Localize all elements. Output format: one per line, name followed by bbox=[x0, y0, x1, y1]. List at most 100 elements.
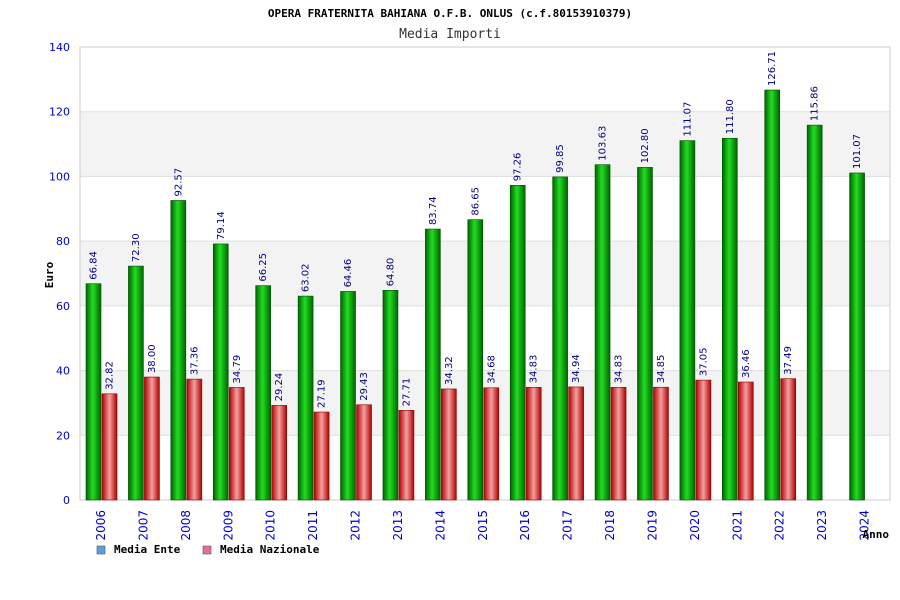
data-label: 34.32 bbox=[444, 356, 455, 385]
data-label: 34.94 bbox=[571, 354, 582, 383]
bar-media-nazionale bbox=[313, 411, 330, 501]
x-axis-title: Anno bbox=[863, 528, 890, 541]
bar-media-nazionale bbox=[568, 386, 584, 501]
bar-media-nazionale bbox=[441, 388, 457, 501]
x-tick-label: 2012 bbox=[349, 510, 363, 541]
chart-subtitle: Media Importi bbox=[399, 27, 501, 42]
bar-media-nazionale bbox=[653, 386, 669, 501]
legend-swatch-media-ente bbox=[96, 545, 106, 555]
bar-media-nazionale bbox=[144, 376, 160, 501]
y-tick-label: 80 bbox=[56, 235, 70, 248]
data-label: 102.80 bbox=[640, 128, 651, 163]
data-label: 27.71 bbox=[401, 378, 412, 407]
bar-media-nazionale bbox=[398, 410, 415, 501]
bar-media-ente bbox=[340, 291, 356, 501]
bar-media-ente bbox=[255, 285, 271, 501]
y-tick-label: 0 bbox=[63, 494, 70, 507]
data-label: 37.49 bbox=[783, 346, 794, 375]
y-tick-label: 20 bbox=[56, 429, 70, 442]
bar-media-ente bbox=[552, 176, 568, 501]
bar-media-nazionale bbox=[356, 404, 372, 501]
data-label: 64.80 bbox=[385, 258, 396, 287]
data-label: 66.84 bbox=[89, 251, 100, 280]
data-label: 64.46 bbox=[343, 259, 354, 288]
data-label: 37.05 bbox=[698, 347, 709, 376]
data-label: 63.02 bbox=[301, 263, 312, 292]
grid-band bbox=[80, 111, 890, 177]
x-tick-label: 2011 bbox=[306, 510, 320, 541]
chart-title: OPERA FRATERNITA BAHIANA O.F.B. ONLUS (c… bbox=[268, 7, 632, 20]
x-tick-label: 2010 bbox=[264, 510, 278, 541]
data-label: 66.25 bbox=[258, 253, 269, 282]
data-label: 29.43 bbox=[359, 372, 370, 401]
bar-media-nazionale bbox=[271, 405, 287, 501]
data-label: 38.00 bbox=[147, 344, 158, 373]
data-label: 97.26 bbox=[513, 153, 524, 182]
bar-media-ente bbox=[212, 243, 229, 501]
y-tick-label: 60 bbox=[56, 300, 70, 313]
data-label: 34.68 bbox=[486, 355, 497, 384]
data-label: 111.80 bbox=[725, 99, 736, 134]
data-label: 36.46 bbox=[741, 349, 752, 378]
grid-band bbox=[80, 176, 890, 242]
bar-media-nazionale bbox=[738, 381, 754, 501]
x-tick-label: 2024 bbox=[858, 510, 872, 541]
data-label: 101.07 bbox=[852, 134, 863, 169]
bar-media-ente bbox=[679, 140, 696, 501]
plot-area: 0 20 40 60 80 100 120 140 66.84 32.82 2006 72.30 38.… bbox=[49, 41, 891, 541]
data-label: 115.86 bbox=[810, 86, 821, 121]
x-tick-label: 2018 bbox=[603, 510, 617, 541]
bar-media-nazionale bbox=[695, 379, 712, 501]
legend: Media Ente Media Nazionale bbox=[96, 543, 320, 556]
y-axis-title: Euro bbox=[43, 261, 56, 288]
x-tick-label: 2022 bbox=[773, 510, 787, 541]
grid-band bbox=[80, 47, 890, 112]
x-tick-label: 2021 bbox=[730, 510, 744, 541]
data-label: 86.65 bbox=[470, 187, 481, 216]
bar-media-ente bbox=[509, 184, 526, 501]
bar-media-ente bbox=[467, 219, 484, 501]
data-label: 34.83 bbox=[529, 355, 540, 384]
data-label: 32.82 bbox=[105, 361, 116, 390]
bar-media-ente bbox=[806, 124, 823, 501]
data-label: 79.14 bbox=[216, 211, 227, 240]
x-tick-label: 2016 bbox=[518, 510, 532, 541]
x-tick-label: 2013 bbox=[391, 510, 405, 541]
bar-media-nazionale bbox=[780, 378, 797, 501]
data-label: 126.71 bbox=[767, 51, 778, 86]
legend-label-media-nazionale: Media Nazionale bbox=[220, 543, 320, 556]
data-label: 34.79 bbox=[232, 355, 243, 384]
x-tick-label: 2023 bbox=[815, 510, 829, 541]
data-label: 111.07 bbox=[682, 102, 693, 137]
data-label: 37.36 bbox=[189, 346, 200, 375]
bar-media-ente bbox=[382, 290, 399, 501]
bar-media-nazionale bbox=[483, 387, 500, 501]
y-tick-label: 40 bbox=[56, 365, 70, 378]
bar-media-ente bbox=[764, 89, 781, 501]
bar-media-nazionale bbox=[228, 387, 245, 501]
y-tick-label: 100 bbox=[49, 170, 70, 183]
data-label: 103.63 bbox=[598, 126, 609, 161]
x-tick-label: 2007 bbox=[136, 510, 150, 541]
bar-media-ente bbox=[637, 167, 653, 501]
data-label: 83.74 bbox=[428, 196, 439, 225]
bar-media-nazionale bbox=[186, 378, 203, 501]
bar-media-ente bbox=[85, 283, 102, 501]
data-label: 99.85 bbox=[555, 144, 566, 173]
x-tick-label: 2019 bbox=[645, 510, 659, 541]
x-tick-label: 2006 bbox=[94, 510, 108, 541]
y-tick-label: 120 bbox=[49, 106, 70, 119]
x-tick-label: 2008 bbox=[179, 510, 193, 541]
bar-media-ente bbox=[128, 265, 144, 501]
data-label: 29.24 bbox=[274, 373, 285, 402]
bar-media-ente bbox=[849, 172, 865, 501]
x-tick-label: 2014 bbox=[433, 510, 447, 541]
bar-media-ente bbox=[425, 228, 441, 501]
bar-media-nazionale bbox=[525, 387, 542, 501]
x-tick-label: 2020 bbox=[688, 510, 702, 541]
data-label: 34.85 bbox=[656, 355, 667, 384]
bar-media-ente bbox=[170, 200, 187, 501]
data-label: 92.57 bbox=[173, 168, 184, 197]
bar-media-ente bbox=[297, 295, 314, 501]
